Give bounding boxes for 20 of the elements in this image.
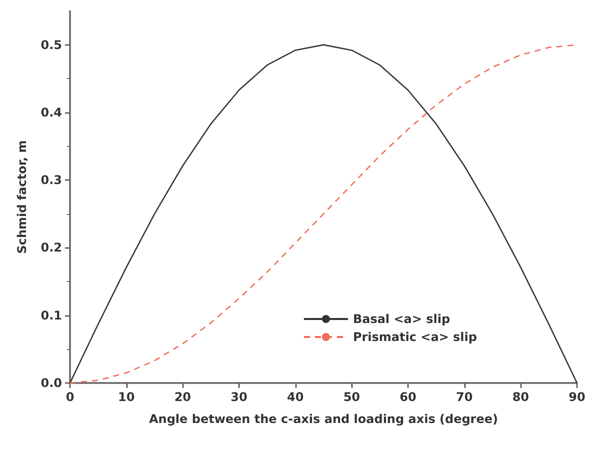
x-tick-label: 70 — [456, 390, 473, 404]
x-tick-label: 90 — [568, 390, 586, 404]
y-axis-title: Schmid factor, m — [15, 140, 29, 254]
legend-label: Basal <a> slip — [352, 312, 450, 326]
x-tick-label: 0 — [66, 390, 74, 404]
x-tick-label: 10 — [118, 390, 135, 404]
y-tick-label: 0.3 — [40, 173, 62, 188]
text: 0.0 — [40, 376, 62, 390]
legend-label: Prismatic <a> slip — [352, 330, 478, 344]
y-tick-label: 0.5 — [40, 38, 62, 52]
y-tick-label: 0.1 — [40, 308, 62, 322]
x-tick-label: 40 — [286, 390, 304, 404]
y-tick-label: 0.4 — [40, 105, 62, 120]
x-tick-label: 30 — [230, 390, 248, 404]
x-axis-title: Angle between the c-axis and loading axis (degree) — [149, 412, 498, 426]
x-tick-label: 20 — [174, 390, 192, 404]
y-tick-label: 0.2 — [40, 240, 62, 255]
x-tick-label: 60 — [400, 390, 416, 404]
x-tick-label: 80 — [512, 390, 530, 404]
x-tick-label: 50 — [343, 390, 360, 404]
